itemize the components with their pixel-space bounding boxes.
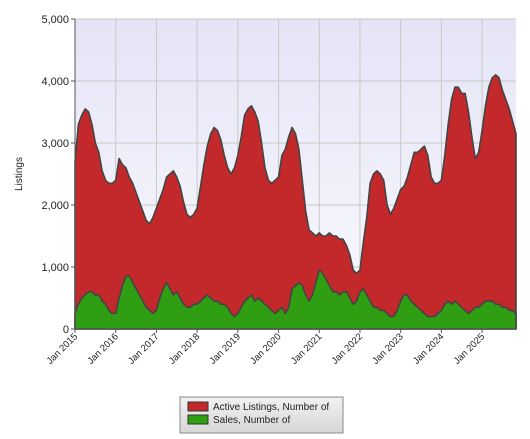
area	[74, 74, 517, 330]
x-tick-label: Jan 2018	[167, 331, 202, 366]
y-tick-label: 3,000	[41, 138, 69, 150]
x-tick-label: Jan 2015	[45, 331, 80, 366]
y-tick-label: 4,000	[41, 76, 69, 88]
y-tick-label: 1,000	[41, 262, 69, 274]
x-tick-label: Jan 2021	[289, 331, 324, 366]
legend-swatch	[187, 401, 209, 412]
legend-label: Sales, Number of	[213, 415, 290, 426]
x-tick-label: Jan 2023	[370, 331, 405, 366]
x-tick-label: Jan 2020	[248, 331, 283, 366]
area	[74, 269, 517, 330]
x-tick-label: Jan 2017	[126, 331, 161, 366]
y-tick-label: 5,000	[41, 14, 69, 26]
x-tick-label: Jan 2025	[452, 331, 487, 366]
x-tick-label: Jan 2016	[85, 331, 120, 366]
y-tick-label: 0	[63, 324, 69, 336]
y-tick-label: 2,000	[41, 200, 69, 212]
x-tick-label: Jan 2024	[411, 331, 446, 366]
legend-swatch	[187, 414, 209, 425]
x-tick-label: Jan 2022	[330, 331, 365, 366]
y-axis-label: Listings	[14, 157, 25, 191]
legend-label: Active Listings, Number of	[213, 402, 329, 413]
x-tick-label: Jan 2019	[208, 331, 243, 366]
